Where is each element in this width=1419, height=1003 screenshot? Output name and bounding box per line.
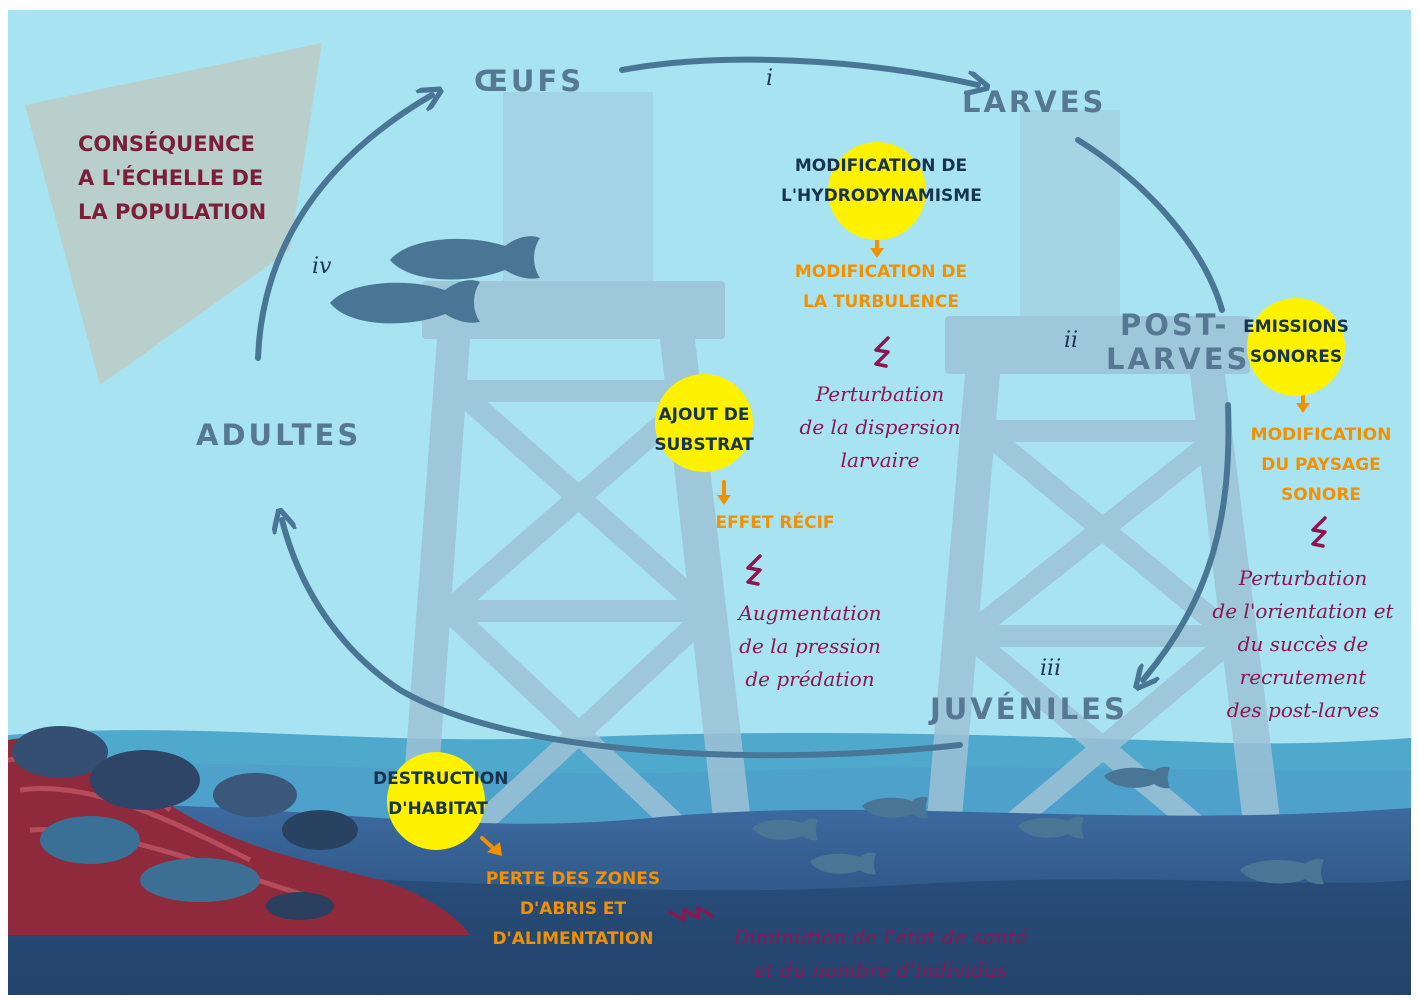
highlight-circle-habitat xyxy=(387,752,485,850)
rocky-reef xyxy=(7,726,470,935)
stage-adultes: ADULTES xyxy=(196,418,362,452)
roman-label-iv: iv xyxy=(312,254,332,279)
stage-postlarves-line1: POST- xyxy=(1120,308,1230,342)
stage-juveniles: JUVÉNILES xyxy=(930,692,1128,726)
modification-turbulence: MODIFICATION DE LA TURBULENCE xyxy=(794,262,968,312)
perturbation-etat-sante: Diminution de l'état de santé et du nomb… xyxy=(733,925,1028,982)
roman-label-iii: iii xyxy=(1040,656,1062,681)
offshore-platform-right xyxy=(920,110,1290,900)
perturbation-orientation: Perturbation de l'orientation et du succ… xyxy=(1212,566,1394,722)
highlight-circle-hydro xyxy=(828,142,926,240)
stage-larves: LARVES xyxy=(962,85,1107,119)
stage-postlarves-line2: LARVES xyxy=(1106,342,1251,376)
modification-paysage-sonore: MODIFICATION DU PAYSAGE SONORE xyxy=(1250,425,1392,505)
cause-emissions-sonores: EMISSIONS SONORES xyxy=(1243,317,1349,367)
cause-ajout-substrat: AJOUT DE SUBSTRAT xyxy=(654,405,754,455)
cause-hydrodynamisme: MODIFICATION DE L'HYDRODYNAMISME xyxy=(781,156,982,206)
perturbation-dispersion: Perturbation de la dispersion larvaire xyxy=(799,382,961,472)
cause-destruction-habitat: DESTRUCTION D'HABITAT xyxy=(373,769,509,819)
highlight-circle-sonore xyxy=(1247,298,1345,396)
roman-label-ii: ii xyxy=(1064,328,1079,353)
stage-postlarves: POST- LARVES xyxy=(1106,308,1250,376)
life-cycle-arrows xyxy=(255,56,1232,759)
zigzag-arrows xyxy=(668,336,1327,922)
stage-oeufs: ŒUFS xyxy=(474,64,585,98)
highlight-circle-substrat xyxy=(655,374,753,472)
roman-label-i: i xyxy=(766,66,774,91)
consequence-arrow-shape xyxy=(25,43,322,385)
orange-arrows xyxy=(480,230,1310,856)
consequence-label: CONSÉQUENCE A L'ÉCHELLE DE LA POPULATION xyxy=(78,132,267,224)
modification-effet-recif: EFFET RÉCIF xyxy=(715,513,835,533)
perturbation-predation: Augmentation de la pression de prédation xyxy=(738,601,882,691)
modification-perte-zones: PERTE DES ZONES D'ABRIS ET D'ALIMENTATIO… xyxy=(485,869,661,949)
fish-silhouettes xyxy=(330,236,1324,885)
